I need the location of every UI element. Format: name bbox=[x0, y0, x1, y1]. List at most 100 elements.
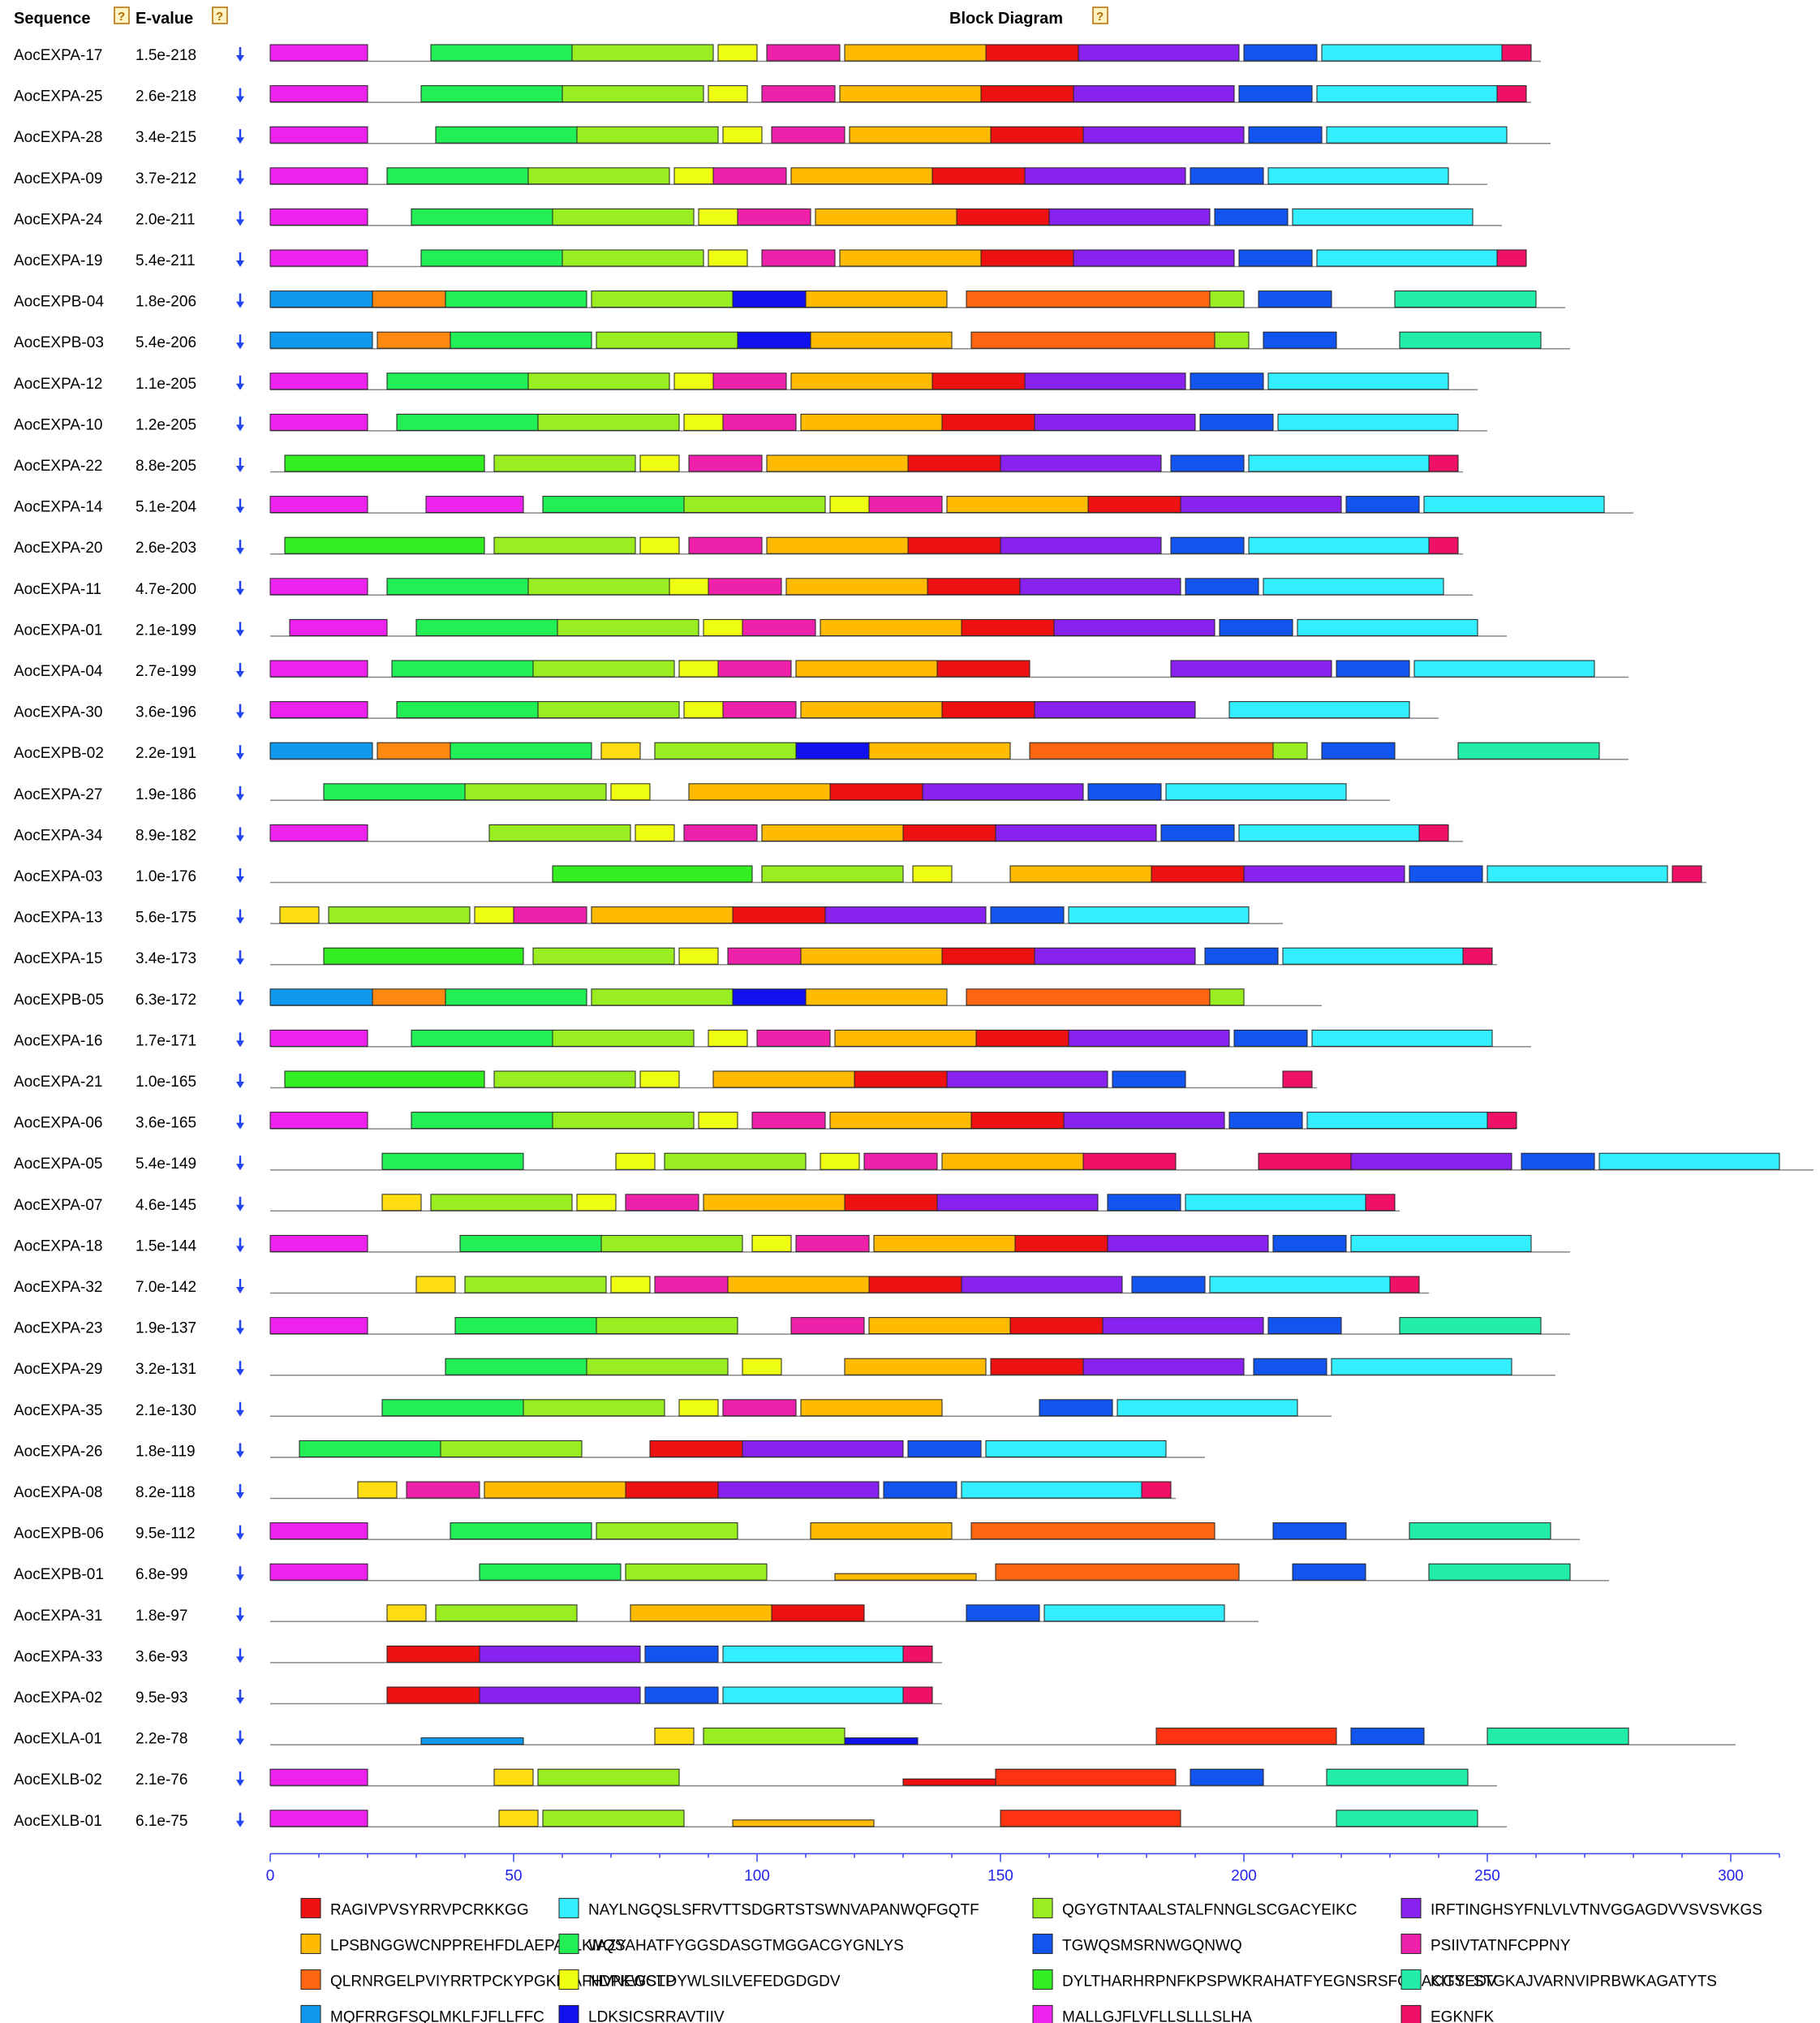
motif-block[interactable] bbox=[625, 1194, 699, 1212]
motif-block[interactable] bbox=[532, 660, 675, 678]
motif-block[interactable] bbox=[279, 906, 320, 924]
motif-block[interactable] bbox=[1521, 1152, 1595, 1170]
motif-block[interactable] bbox=[975, 1029, 1069, 1047]
motif-block[interactable] bbox=[1297, 618, 1478, 636]
motif-block[interactable] bbox=[1082, 1152, 1177, 1170]
motif-block[interactable] bbox=[391, 660, 534, 678]
motif-block[interactable] bbox=[269, 1522, 368, 1540]
motif-block[interactable] bbox=[450, 1522, 592, 1540]
motif-block[interactable] bbox=[1326, 1768, 1469, 1786]
motif-block[interactable] bbox=[678, 660, 719, 678]
motif-block[interactable] bbox=[703, 1728, 845, 1745]
sort-arrow-icon[interactable] bbox=[236, 1607, 244, 1622]
motif-block[interactable] bbox=[542, 1810, 685, 1827]
motif-block[interactable] bbox=[1155, 1728, 1337, 1745]
motif-block[interactable] bbox=[1204, 947, 1279, 965]
motif-block[interactable] bbox=[868, 1276, 962, 1293]
sort-arrow-icon[interactable] bbox=[236, 950, 244, 966]
motif-block[interactable] bbox=[868, 742, 1011, 760]
motif-block[interactable] bbox=[269, 1234, 368, 1252]
motif-block[interactable] bbox=[284, 454, 485, 472]
motif-block[interactable] bbox=[1228, 1112, 1303, 1130]
motif-block[interactable] bbox=[1000, 1810, 1181, 1827]
motif-block[interactable] bbox=[464, 1276, 607, 1293]
motif-block[interactable] bbox=[722, 1399, 797, 1417]
motif-block[interactable] bbox=[357, 1481, 398, 1499]
motif-block[interactable] bbox=[484, 1481, 626, 1499]
motif-block[interactable] bbox=[844, 44, 987, 62]
motif-block[interactable] bbox=[742, 618, 816, 636]
motif-block[interactable] bbox=[576, 126, 719, 144]
motif-block[interactable] bbox=[722, 1686, 904, 1704]
motif-block[interactable] bbox=[698, 1112, 738, 1130]
motif-block[interactable] bbox=[708, 578, 782, 596]
motif-block[interactable] bbox=[1428, 454, 1459, 472]
motif-block[interactable] bbox=[639, 1070, 680, 1088]
motif-block[interactable] bbox=[732, 1819, 875, 1827]
motif-block[interactable] bbox=[839, 249, 982, 267]
motif-block[interactable] bbox=[269, 208, 368, 226]
motif-block[interactable] bbox=[820, 1152, 860, 1170]
motif-block[interactable] bbox=[1336, 1810, 1478, 1827]
sort-arrow-icon[interactable] bbox=[236, 1196, 244, 1212]
motif-block[interactable] bbox=[386, 372, 529, 390]
sort-arrow-icon[interactable] bbox=[236, 827, 244, 842]
motif-block[interactable] bbox=[1199, 413, 1274, 431]
motif-block[interactable] bbox=[1248, 536, 1430, 554]
motif-block[interactable] bbox=[688, 454, 763, 472]
motif-block[interactable] bbox=[902, 824, 996, 841]
motif-block[interactable] bbox=[493, 1768, 534, 1786]
sort-arrow-icon[interactable] bbox=[236, 1074, 244, 1088]
sort-arrow-icon[interactable] bbox=[236, 1566, 244, 1582]
motif-block[interactable] bbox=[523, 1399, 665, 1417]
motif-block[interactable] bbox=[1063, 1112, 1225, 1130]
motif-block[interactable] bbox=[902, 1645, 933, 1663]
motif-block[interactable] bbox=[703, 618, 743, 636]
motif-block[interactable] bbox=[732, 988, 807, 1006]
motif-block[interactable] bbox=[386, 1645, 480, 1663]
motif-block[interactable] bbox=[849, 126, 992, 144]
motif-block[interactable] bbox=[902, 1686, 933, 1704]
sort-arrow-icon[interactable] bbox=[236, 745, 244, 760]
motif-block[interactable] bbox=[834, 1573, 977, 1581]
motif-block[interactable] bbox=[323, 947, 524, 965]
motif-block[interactable] bbox=[800, 1399, 943, 1417]
motif-block[interactable] bbox=[372, 988, 446, 1006]
motif-block[interactable] bbox=[1107, 1194, 1181, 1212]
motif-block[interactable] bbox=[936, 1194, 1099, 1212]
motif-block[interactable] bbox=[1418, 824, 1449, 841]
motif-block[interactable] bbox=[596, 1317, 738, 1335]
motif-block[interactable] bbox=[493, 1070, 636, 1088]
motif-block[interactable] bbox=[751, 1234, 792, 1252]
motif-block[interactable] bbox=[1321, 742, 1396, 760]
motif-block[interactable] bbox=[513, 906, 587, 924]
sort-arrow-icon[interactable] bbox=[236, 47, 244, 62]
motif-block[interactable] bbox=[1209, 1276, 1391, 1293]
motif-block[interactable] bbox=[269, 413, 368, 431]
motif-block[interactable] bbox=[712, 167, 787, 185]
motif-block[interactable] bbox=[493, 536, 636, 554]
motif-block[interactable] bbox=[269, 44, 368, 62]
motif-block[interactable] bbox=[756, 1029, 831, 1047]
motif-block[interactable] bbox=[854, 1070, 948, 1088]
motif-block[interactable] bbox=[800, 947, 943, 965]
motif-block[interactable] bbox=[269, 742, 373, 760]
motif-block[interactable] bbox=[766, 454, 909, 472]
motif-block[interactable] bbox=[1180, 496, 1342, 514]
motif-block[interactable] bbox=[883, 1481, 957, 1499]
motif-block[interactable] bbox=[1131, 1276, 1206, 1293]
motif-block[interactable] bbox=[800, 701, 943, 719]
motif-block[interactable] bbox=[727, 947, 802, 965]
motif-block[interactable] bbox=[907, 1440, 982, 1457]
motif-block[interactable] bbox=[683, 824, 758, 841]
sort-arrow-icon[interactable] bbox=[236, 334, 244, 350]
motif-block[interactable] bbox=[1350, 1728, 1425, 1745]
motif-block[interactable] bbox=[269, 1029, 368, 1047]
motif-block[interactable] bbox=[1209, 988, 1245, 1006]
motif-block[interactable] bbox=[795, 660, 938, 678]
motif-block[interactable] bbox=[639, 536, 680, 554]
sort-arrow-icon[interactable] bbox=[236, 580, 244, 596]
motif-block[interactable] bbox=[1321, 44, 1503, 62]
motif-block[interactable] bbox=[1267, 167, 1449, 185]
motif-block[interactable] bbox=[664, 1152, 807, 1170]
